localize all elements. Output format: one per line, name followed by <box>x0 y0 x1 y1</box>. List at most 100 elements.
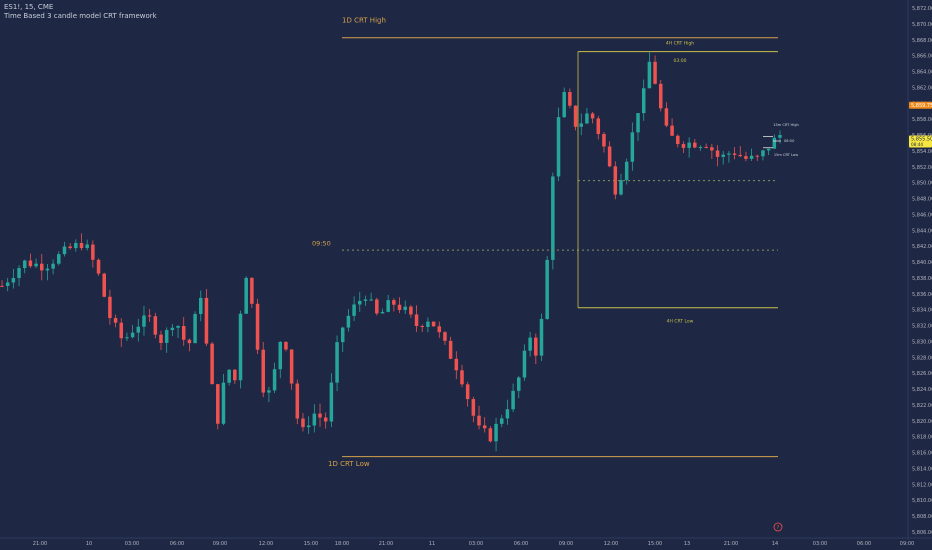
candle-body <box>125 337 129 339</box>
time-tick-label: 03:00 <box>813 541 827 547</box>
price-label-text: 5,855.50 <box>911 137 932 143</box>
candle-body <box>74 242 78 249</box>
candle-body <box>358 300 362 305</box>
candle-body <box>147 315 152 317</box>
candle-body <box>619 180 623 195</box>
candle-body <box>39 263 44 271</box>
candle-body <box>761 150 765 157</box>
candle-body <box>528 337 532 351</box>
candle-body <box>238 313 243 381</box>
price-tick-label: 5,854.00 <box>912 149 932 155</box>
time-tick-label: 09:00 <box>900 541 914 547</box>
price-tick-label: 5,828.00 <box>912 355 932 361</box>
price-tick-label: 5,840.00 <box>912 260 932 266</box>
candle-body <box>727 153 731 155</box>
candle-body <box>176 326 180 328</box>
price-tick-label: 5,810.00 <box>912 498 932 504</box>
candle-body <box>306 425 311 428</box>
candle-body <box>420 326 424 328</box>
candle-body <box>681 144 686 148</box>
candle-body <box>482 425 487 429</box>
time-tick-label: 03:00 <box>469 541 483 547</box>
candle-body <box>221 382 226 424</box>
candle-body <box>91 244 95 260</box>
candle-body <box>323 417 328 422</box>
price-tick-label: 5,872.00 <box>912 6 932 12</box>
candle-body <box>511 390 515 410</box>
price-label-box <box>909 135 932 148</box>
candle-body <box>397 304 402 310</box>
candle-body <box>284 341 288 350</box>
candle-body <box>539 318 544 356</box>
price-tick-label: 5,834.00 <box>912 308 932 314</box>
candle-body <box>392 300 396 305</box>
candle-body <box>670 125 674 136</box>
time-tick-label: 09:00 <box>559 541 573 547</box>
candle-body <box>517 377 521 391</box>
candle-body <box>585 113 589 124</box>
price-tick-label: 5,870.00 <box>912 22 932 28</box>
time-tick-label: 15:00 <box>304 541 318 547</box>
candle-body <box>749 155 754 159</box>
candle-body <box>164 330 169 343</box>
candle-body <box>778 135 782 138</box>
candle-body <box>363 299 368 301</box>
time-tick-label: 12:00 <box>259 541 273 547</box>
indicator-name: Time Based 3 candle model CRT framework <box>4 12 157 20</box>
candle-body <box>658 83 663 109</box>
candle-body <box>477 415 481 426</box>
candle-body <box>687 142 691 148</box>
candle-body <box>119 322 124 339</box>
candle-body <box>5 282 10 286</box>
candle-body <box>607 146 612 167</box>
candle-body <box>11 278 16 283</box>
candle-body <box>210 343 214 385</box>
candle-body <box>113 318 118 323</box>
candle-body <box>488 428 493 442</box>
event-flag-text: ? <box>777 525 780 531</box>
level-0950-label: 09:50 <box>312 239 331 247</box>
event-flag-icon <box>773 522 783 532</box>
candle-body <box>579 123 584 127</box>
price-tick-label: 5,838.00 <box>912 276 932 282</box>
candle-body <box>187 339 192 344</box>
candle-body <box>57 254 61 264</box>
candle-body <box>431 321 436 327</box>
candle-body <box>732 153 737 155</box>
level-4h-crt-low-label: 4H CRT Low <box>667 318 694 324</box>
candle-body <box>318 413 322 418</box>
price-tick-label: 5,864.00 <box>912 70 932 76</box>
candle-body <box>51 263 55 269</box>
candle-body <box>551 176 555 260</box>
candle-body <box>613 166 618 195</box>
candle-body <box>159 334 163 343</box>
price-tick-label: 5,862.00 <box>912 85 932 91</box>
candle-body <box>346 315 351 328</box>
candle-body <box>409 306 413 315</box>
candle-body <box>647 61 652 89</box>
price-tick-label: 5,826.00 <box>912 371 932 377</box>
price-label-box <box>909 101 932 109</box>
candle-body <box>596 118 601 135</box>
candle-body <box>17 268 21 279</box>
candle-body <box>335 342 339 383</box>
time-tick-label: 14 <box>772 541 778 547</box>
candle-body <box>267 390 271 393</box>
candle-body <box>556 117 561 177</box>
candle-body <box>573 105 578 127</box>
candle-body <box>375 299 379 314</box>
candle-body <box>744 156 748 159</box>
candle-body <box>471 399 476 416</box>
candle-body <box>443 332 447 341</box>
candle-body <box>170 327 175 331</box>
candle-body <box>630 132 635 162</box>
candle-body <box>369 299 373 301</box>
price-tick-label: 5,814.00 <box>912 466 932 472</box>
price-tick-label: 5,832.00 <box>912 324 932 330</box>
candle-body <box>772 137 777 149</box>
candle-body <box>454 358 459 371</box>
candle-body <box>255 303 260 350</box>
level-4h-crt-high-label: 4H CRT High <box>666 41 694 47</box>
candle-body <box>142 315 146 327</box>
